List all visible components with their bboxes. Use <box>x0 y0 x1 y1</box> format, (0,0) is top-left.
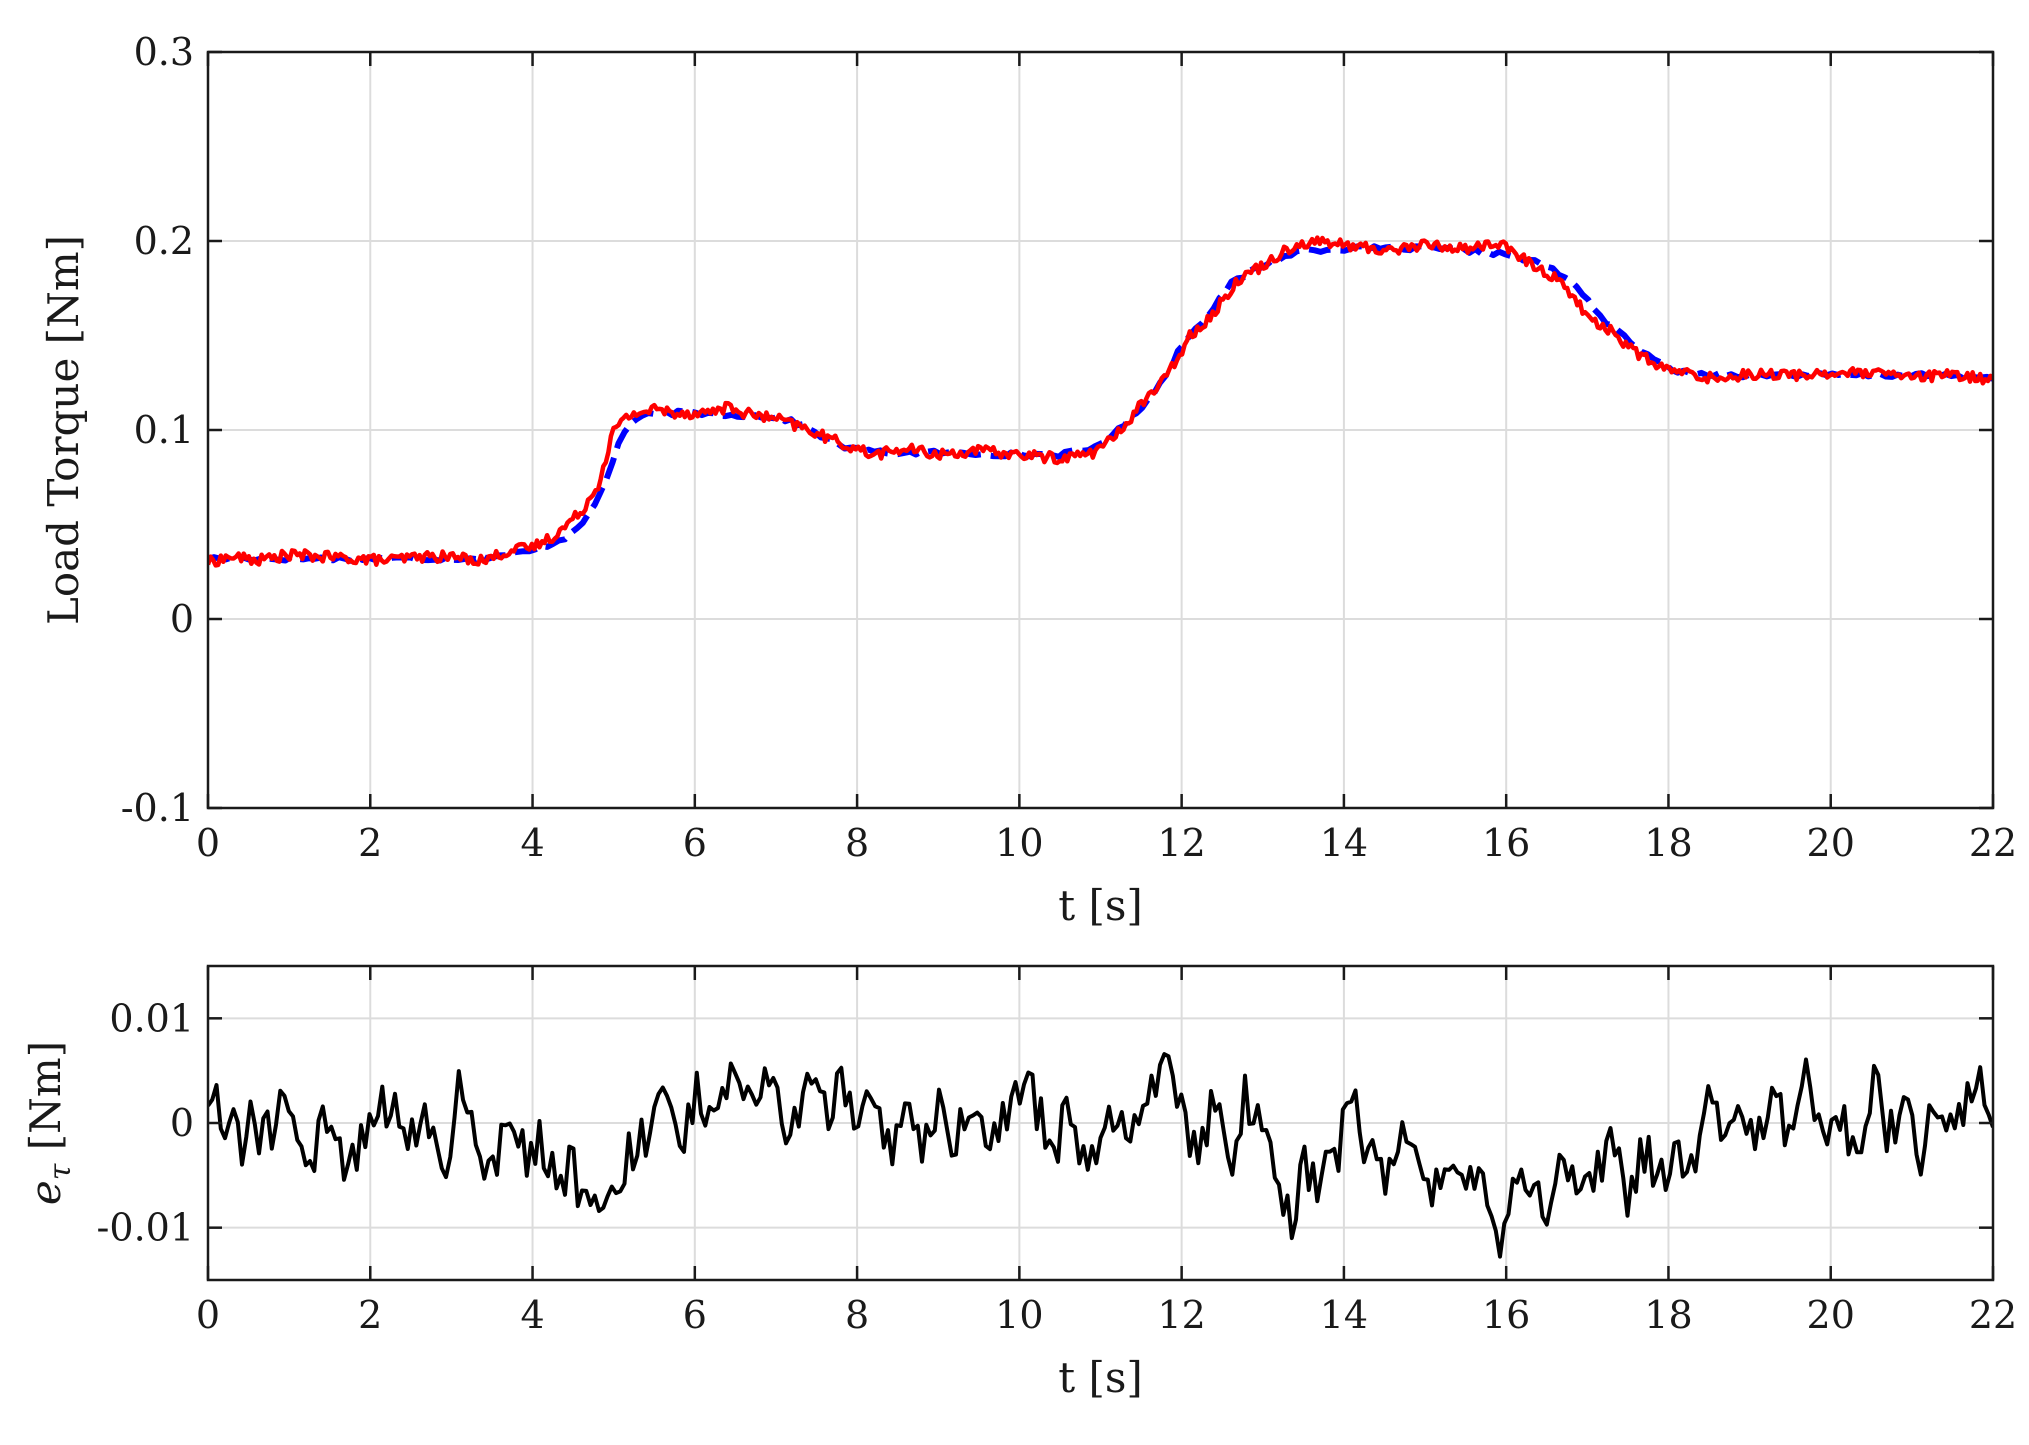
bottom-series-group <box>208 1052 1993 1259</box>
top-x-tick-label: 22 <box>1969 821 2017 865</box>
bottom-x-tick-label: 4 <box>520 1293 544 1337</box>
bottom-x-tick-label: 12 <box>1157 1293 1205 1337</box>
bottom-x-tick-label: 0 <box>196 1293 220 1337</box>
top-series-line-1 <box>208 235 1993 568</box>
top-x-tick-label: 0 <box>196 821 220 865</box>
top-y-tick-label: 0 <box>170 597 194 641</box>
top-x-tick-label: 20 <box>1807 821 1855 865</box>
bottom-x-tick-label: 14 <box>1320 1293 1368 1337</box>
top-x-tick-label: 14 <box>1320 821 1368 865</box>
top-x-tick-label: 12 <box>1157 821 1205 865</box>
bottom-x-tick-label: 22 <box>1969 1293 2017 1337</box>
bottom-x-tick-label: 8 <box>845 1293 869 1337</box>
top-y-tick-label: 0.3 <box>134 30 194 74</box>
top-x-axis-label: t [s] <box>1058 881 1143 930</box>
top-x-tick-label: 4 <box>520 821 544 865</box>
top-y-tick-label: -0.1 <box>121 786 194 830</box>
top-x-tick-label: 6 <box>683 821 707 865</box>
bottom-x-tick-label: 10 <box>995 1293 1043 1337</box>
top-x-tick-label: 8 <box>845 821 869 865</box>
bottom-x-tick-label: 18 <box>1644 1293 1692 1337</box>
top-y-axis-label: Load Torque [Nm] <box>39 235 88 625</box>
bottom-y-axis-label: eτ [Nm] <box>21 1041 78 1205</box>
bottom-x-tick-label: 20 <box>1807 1293 1855 1337</box>
bottom-y-tick-label: -0.01 <box>97 1206 194 1250</box>
bottom-x-axis-label: t [s] <box>1058 1353 1143 1402</box>
bottom-x-tick-label: 2 <box>358 1293 382 1337</box>
top-x-tick-label: 2 <box>358 821 382 865</box>
top-series-group <box>208 235 1993 568</box>
bottom-x-tick-label: 6 <box>683 1293 707 1337</box>
bottom-y-tick-label: 0.01 <box>109 996 194 1040</box>
top-panel-load-torque: 0 2 4 6 8 10 12 14 16 18 20 22-0.100.10.20.3t [s]Lo… <box>39 30 2017 930</box>
bottom-y-tick-label: 0 <box>170 1101 194 1145</box>
bottom-x-tick-label: 16 <box>1482 1293 1530 1337</box>
top-x-tick-label: 10 <box>995 821 1043 865</box>
bottom-series-line-0 <box>208 1052 1993 1259</box>
top-y-tick-label: 0.2 <box>134 219 194 263</box>
top-y-tick-label: 0.1 <box>134 408 194 452</box>
top-x-tick-label: 16 <box>1482 821 1530 865</box>
top-grid <box>208 52 1993 808</box>
top-x-tick-label: 18 <box>1644 821 1692 865</box>
